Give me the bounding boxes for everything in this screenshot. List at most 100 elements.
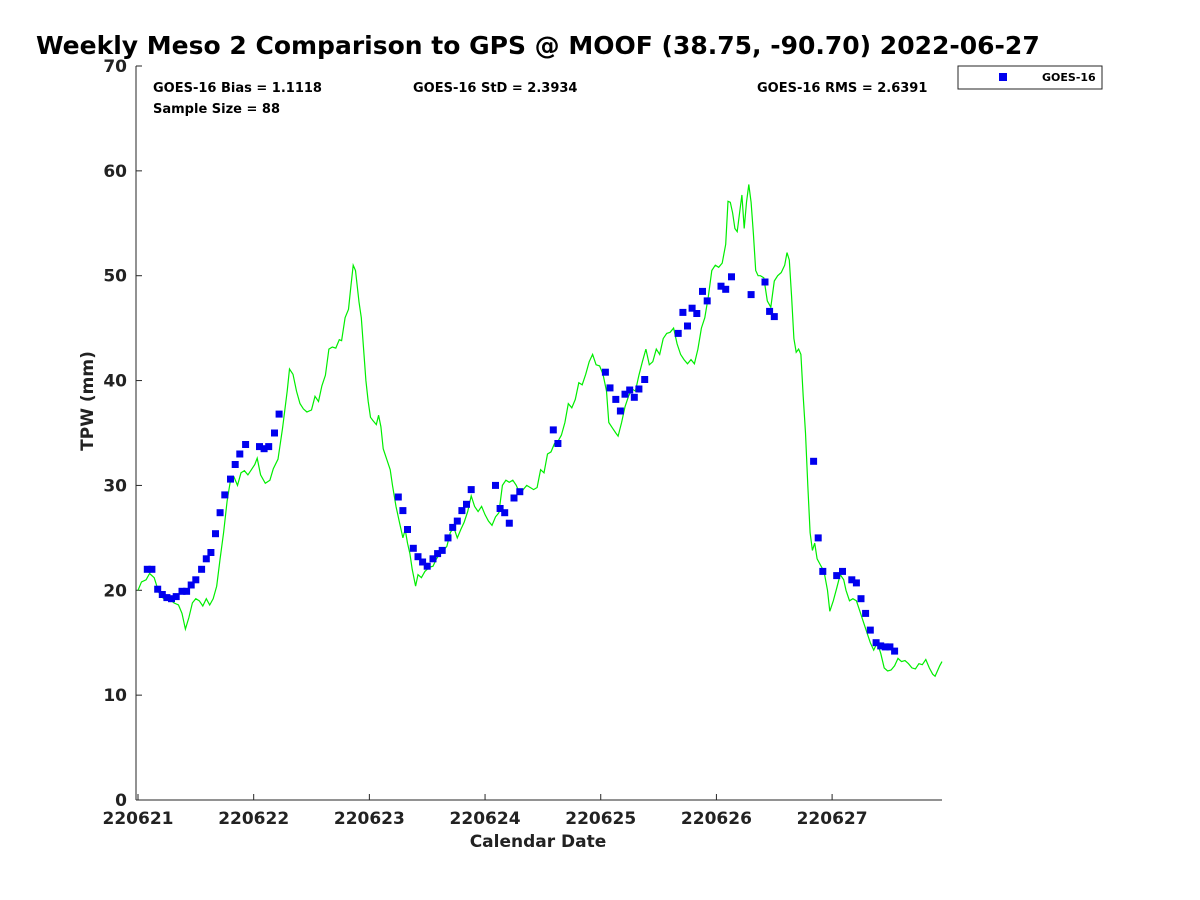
goes16-point [699,287,706,295]
goes16-point [833,572,841,580]
goes16-point [693,310,701,317]
goes16-point [766,307,774,315]
goes16-point [606,384,614,392]
y-axis-ticks: 0 10 20 30 40 50 60 70 [103,57,142,811]
goes16-point [505,519,513,527]
goes16-point [616,407,624,415]
goes16-point [409,544,417,552]
goes16-point [747,291,755,299]
goes16-point [848,576,856,584]
goes16-point [674,329,682,337]
goes16-point [601,368,609,376]
goes16-point [163,594,171,602]
goes16-point [626,386,634,394]
goes16-point [216,509,224,517]
goes16-point [242,441,250,448]
goes16-point [810,457,818,465]
goes16-point [438,546,446,554]
goes16-point [635,385,643,393]
goes16-point [172,593,180,601]
goes16-point [434,550,442,558]
goes16-point [496,505,504,512]
goes16-point [549,426,557,434]
goes16-point [212,530,219,538]
plot-area [135,66,942,801]
goes16-point [399,507,407,515]
goes16-point [168,595,175,603]
goes16-point [641,376,649,383]
goes16-point [221,491,229,499]
x-tick-label: 220623 [334,809,405,829]
goes16-point [872,639,880,647]
series-layer [137,184,943,678]
goes16-point [852,579,860,587]
goes16-point [429,555,437,563]
goes16-point [423,562,431,570]
goes16-point [684,322,691,330]
goes16-point [814,534,822,542]
goes16-point [414,553,422,561]
goes16-point [516,488,524,496]
goes16-point [554,440,562,447]
goes16-point [271,429,278,437]
rms-stat: GOES-16 RMS = 2.6391 [757,81,927,96]
goes16-point [703,297,711,305]
bias-stat: GOES-16 Bias = 1.1118 [153,81,322,96]
goes16-point [761,278,769,286]
goes16-point [886,643,894,651]
goes16-point [192,576,200,584]
plot-background [136,66,942,800]
goes16-point [839,567,846,575]
goes16-point [207,549,215,556]
chart-title: Weekly Meso 2 Comparison to GPS @ MOOF (… [36,31,1040,60]
goes16-point [404,526,411,533]
goes16-point [148,565,156,573]
std-stat: GOES-16 StD = 2.3934 [413,81,577,96]
goes16-point [419,558,427,566]
y-tick-label: 40 [103,372,127,392]
legend-label-goes16: GOES-16 [1042,71,1096,84]
goes16-point [717,282,725,290]
goes16-point [688,304,696,312]
x-axis-ticks: 220621 220622 220623 220624 220625 220626 2206… [103,794,868,829]
y-tick-label: 10 [103,686,127,706]
goes16-point [178,587,186,595]
x-tick-label: 220621 [103,809,174,829]
x-tick-label: 220626 [681,809,752,829]
y-tick-label: 60 [103,162,127,182]
goes16-point [621,390,629,398]
stats-annotations: GOES-16 Bias = 1.1118 GOES-16 StD = 2.39… [153,81,927,117]
goes16-point [862,609,870,617]
legend: GOES-16 [957,65,1103,90]
goes16-point [453,517,461,525]
goes16-point [260,445,268,453]
y-axis-label: TPW (mm) [78,351,98,451]
goes16-point [227,475,234,483]
goes16-point [183,587,191,595]
goes16-point [463,500,470,508]
goes16-point [770,313,778,321]
goes16-point [143,565,151,573]
goes16-point [449,523,457,531]
x-tick-label: 220622 [218,809,289,829]
goes16-point [612,395,620,403]
goes16-point [891,647,899,655]
goes16-point [728,273,735,281]
sample-size-stat: Sample Size = 88 [153,102,280,117]
y-tick-label: 30 [103,476,127,496]
goes16-point [881,643,889,651]
x-tick-label: 220627 [797,809,868,829]
x-tick-label: 220625 [565,809,636,829]
goes16-point [394,493,402,501]
goes16-point [231,461,239,468]
goes16-point [467,486,475,494]
goes16-point [256,443,263,451]
x-axis-label: Calendar Date [470,832,607,852]
legend-marker-goes16 [999,73,1007,81]
y-tick-label: 0 [115,791,127,811]
goes16-point [187,581,195,589]
y-tick-label: 70 [103,57,127,77]
goes16-point [202,555,210,563]
goes16-point [492,481,499,489]
